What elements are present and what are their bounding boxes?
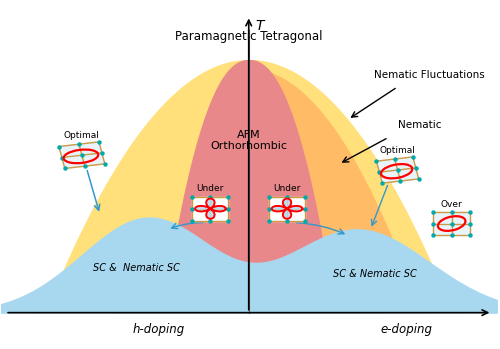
Text: AFM
Orthorhombic: AFM Orthorhombic [210, 129, 287, 151]
Polygon shape [269, 197, 305, 221]
Text: SC & Nematic SC: SC & Nematic SC [333, 269, 417, 279]
Text: Paramagnetic Tetragonal: Paramagnetic Tetragonal [175, 30, 322, 43]
Polygon shape [59, 142, 105, 169]
Text: Nematic Fluctuations: Nematic Fluctuations [374, 70, 484, 80]
Text: Over: Over [441, 200, 462, 209]
Text: Under: Under [274, 184, 301, 193]
Text: SC &  Nematic SC: SC & Nematic SC [92, 263, 180, 273]
Polygon shape [272, 199, 302, 219]
Polygon shape [195, 199, 226, 219]
Text: h-doping: h-doping [132, 324, 184, 336]
Text: Under: Under [196, 184, 224, 193]
Polygon shape [376, 157, 418, 183]
Polygon shape [433, 213, 470, 235]
Text: Optimal: Optimal [64, 131, 100, 140]
Text: T: T [256, 18, 264, 32]
Polygon shape [192, 197, 228, 221]
Text: Optimal: Optimal [380, 146, 416, 155]
Text: e-doping: e-doping [380, 324, 432, 336]
Text: Nematic: Nematic [398, 120, 442, 131]
